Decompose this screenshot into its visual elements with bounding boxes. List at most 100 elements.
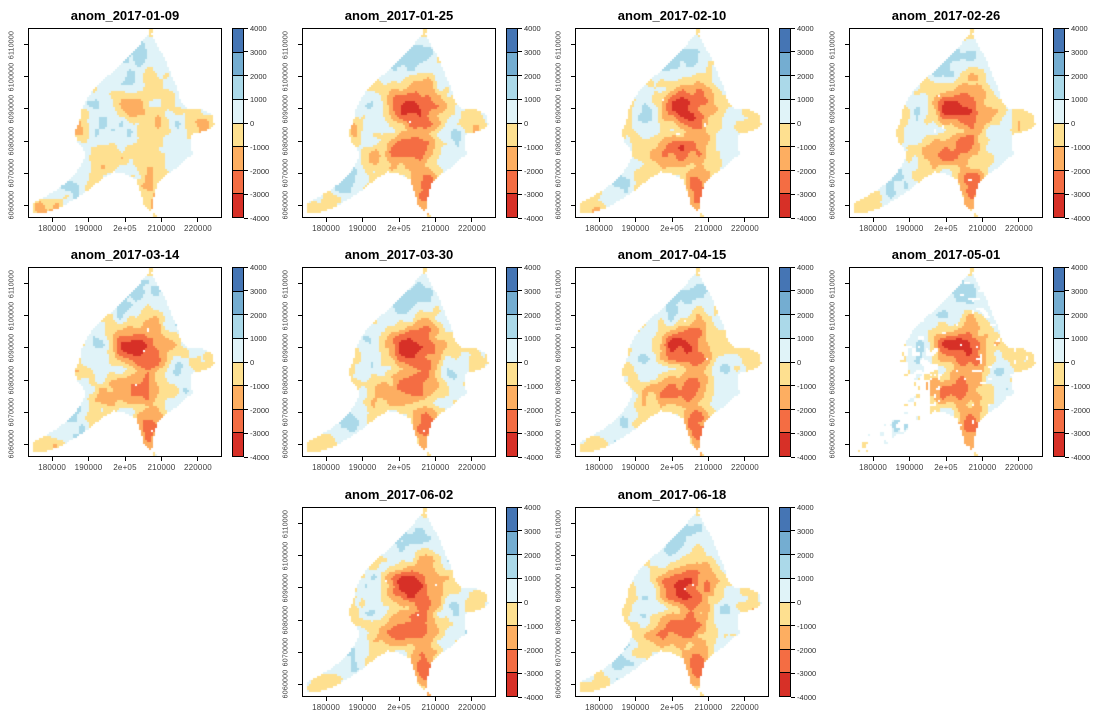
y-axis-tick-label: 6100000 (555, 541, 563, 571)
y-axis-tick-mark (298, 172, 302, 174)
y-axis-tick-label: 6060000 (282, 190, 290, 220)
y-axis-tick-mark (24, 443, 28, 445)
legend-tick-label: -2000 (797, 645, 817, 655)
x-axis-tick-mark (362, 697, 364, 701)
panel-title: anom_2017-05-01 (891, 247, 1001, 262)
legend-tick-label: -4000 (524, 214, 544, 223)
legend-swatch (780, 314, 790, 338)
y-axis-tick-label: 6100000 (829, 301, 837, 331)
y-axis-tick-mark (845, 315, 849, 317)
legend-swatch (780, 51, 790, 76)
y-axis-tick-mark (845, 204, 849, 206)
legend-swatch (780, 169, 790, 194)
y-axis-tick-label: 6090000 (282, 333, 290, 363)
y-axis-tick-mark (24, 140, 28, 142)
x-axis-tick-mark (398, 457, 400, 461)
legend-tick-mark (518, 75, 522, 76)
y-axis-tick-mark (571, 411, 575, 413)
legend-tick-label: -3000 (797, 429, 817, 439)
legend-swatch (1054, 268, 1064, 291)
y-axis-tick-label: 6060000 (555, 429, 563, 459)
legend-tick-label: -2000 (524, 405, 544, 415)
x-axis-tick-mark (51, 218, 53, 222)
y-axis-tick-label: 6100000 (8, 301, 16, 331)
legend-colorbar (1053, 267, 1065, 457)
legend-colorbar (1053, 28, 1065, 218)
legend-tick-mark (1065, 337, 1069, 339)
legend-tick-mark (1065, 170, 1069, 171)
panel-title: anom_2017-06-18 (617, 487, 727, 502)
x-axis-tick-mark (398, 697, 400, 701)
x-axis-tick-label: 180000 (585, 703, 613, 712)
legend-tick-mark (244, 290, 248, 292)
legend-tick-mark (791, 432, 795, 434)
plot-box (575, 28, 769, 218)
legend-tick-mark (791, 290, 795, 292)
plot-box (849, 267, 1043, 457)
legend-tick-label: 2000 (1071, 71, 1088, 81)
legend-swatch (780, 29, 790, 52)
legend-tick-mark (518, 337, 522, 339)
y-axis-tick-mark (845, 108, 849, 110)
y-axis-tick-label: 6060000 (282, 669, 290, 699)
legend-tick-mark (244, 27, 248, 29)
x-axis-tick-mark (197, 457, 199, 461)
y-axis-tick-label: 6080000 (8, 126, 16, 156)
y-axis-tick-mark (571, 76, 575, 78)
legend-tick-label: 0 (797, 119, 802, 128)
y-axis-tick-label: 6080000 (555, 126, 563, 156)
y-axis-tick-mark (298, 587, 302, 589)
legend-tick-label: 3000 (524, 526, 541, 536)
legend-swatch (1054, 122, 1064, 147)
legend-swatch (233, 290, 243, 315)
raster-canvas (576, 268, 768, 456)
legend-swatch (780, 290, 790, 315)
plot-box (302, 28, 496, 218)
legend-tick-label: -4000 (797, 453, 817, 462)
x-axis-tick-mark (872, 218, 874, 222)
legend-tick-mark (791, 314, 795, 315)
y-axis-tick-label: 6080000 (829, 365, 837, 395)
x-axis-tick-label: 2e+05 (660, 224, 684, 233)
x-axis-tick-mark (325, 218, 327, 222)
y-axis-tick-label: 6070000 (282, 158, 290, 188)
panel-title: anom_2017-03-14 (70, 247, 180, 262)
legend-tick-label: -1000 (524, 381, 544, 391)
x-axis-tick-mark (744, 697, 746, 701)
legend-tick-label: 3000 (797, 47, 814, 57)
legend-swatch (233, 361, 243, 386)
legend-swatch (233, 75, 243, 99)
legend-colorbar (232, 267, 244, 457)
x-axis-tick-mark (707, 457, 709, 461)
x-axis-tick-mark (1018, 457, 1020, 461)
map-panel: anom_2017-02-10 4000 3000 2000 1000 0 -1000 -2… (547, 0, 820, 239)
map-panel: anom_2017-03-30 4000 3000 2000 1000 0 -1000 -2… (274, 239, 547, 478)
legend-tick-label: 3000 (797, 526, 814, 536)
legend-swatch (780, 577, 790, 602)
legend-tick-mark (791, 27, 795, 29)
legend-tick-mark (518, 530, 522, 532)
y-axis-tick-label: 6070000 (829, 158, 837, 188)
legend-tick-mark (791, 193, 795, 195)
x-axis-tick-label: 210000 (694, 224, 723, 233)
x-axis-tick-label: 2e+05 (387, 703, 411, 712)
legend-tick-mark (1065, 409, 1069, 410)
legend-swatch (507, 51, 517, 76)
legend-tick-label: 0 (250, 119, 255, 128)
legend-swatch (780, 268, 790, 291)
legend-colorbar (506, 267, 518, 457)
x-axis-tick-label: 220000 (457, 463, 486, 472)
legend-tick-mark (791, 530, 795, 532)
x-axis-tick-mark (160, 457, 162, 461)
legend-tick-mark (518, 98, 522, 100)
x-axis-tick-mark (909, 218, 911, 222)
panel-title: anom_2017-01-09 (70, 8, 180, 23)
y-axis-tick-label: 6110000 (282, 30, 290, 59)
legend-tick-label: -4000 (524, 693, 544, 702)
legend-tick-label: 1000 (250, 95, 267, 105)
legend-tick-mark (518, 696, 522, 698)
legend-tick-label: 4000 (1071, 24, 1088, 33)
legend-tick-label: 3000 (250, 47, 267, 57)
legend-swatch (233, 51, 243, 76)
y-axis-tick-label: 6100000 (555, 62, 563, 92)
